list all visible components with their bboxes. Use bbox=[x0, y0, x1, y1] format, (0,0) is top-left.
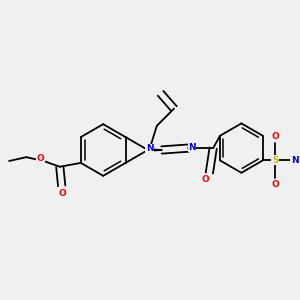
Text: O: O bbox=[271, 132, 279, 141]
Text: S: S bbox=[272, 156, 278, 165]
Text: S: S bbox=[146, 146, 152, 155]
Text: O: O bbox=[202, 175, 209, 184]
Text: N: N bbox=[146, 144, 154, 153]
Text: O: O bbox=[271, 180, 279, 189]
Text: O: O bbox=[37, 154, 44, 163]
Text: N: N bbox=[188, 142, 196, 152]
Text: O: O bbox=[59, 189, 67, 198]
Text: N: N bbox=[291, 156, 299, 165]
